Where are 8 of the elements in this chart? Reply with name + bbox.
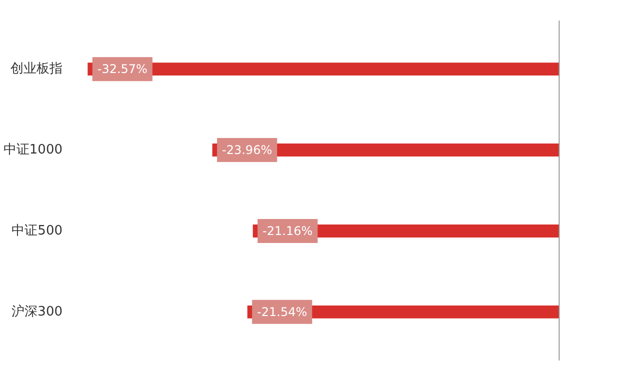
data-label: -21.16% [262, 224, 313, 238]
y-tick-label: 创业板指 [10, 62, 62, 77]
y-tick-label: 沪深300 [12, 303, 63, 320]
y-tick-label: 中证1000 [3, 142, 63, 158]
data-label: -23.96% [222, 143, 272, 158]
data-label: -21.54% [257, 304, 308, 319]
data-label: -32.57% [97, 62, 148, 76]
y-tick-label: 中证500 [12, 223, 63, 238]
